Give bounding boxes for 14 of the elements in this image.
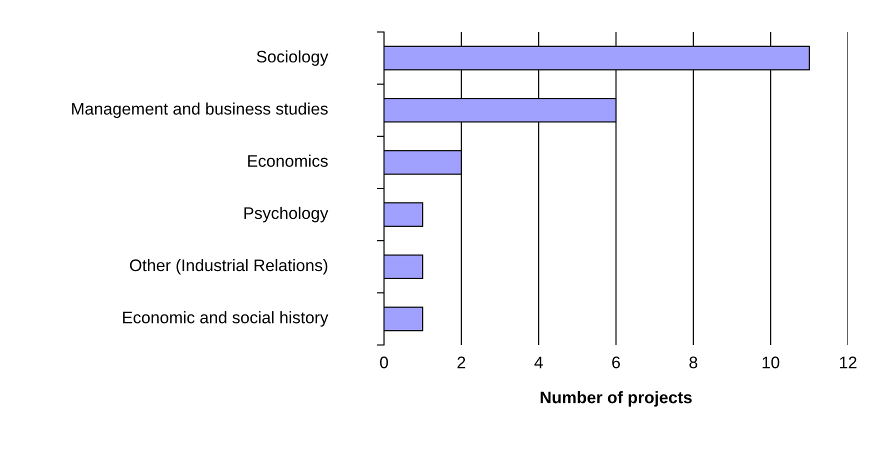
y-tick-label: Other (Industrial Relations): [130, 258, 328, 275]
x-tick-label: 6: [612, 356, 620, 368]
y-tick-label: Economics: [248, 154, 328, 167]
x-tick-label: 12: [840, 356, 856, 368]
x-tick-label: 0: [380, 356, 388, 368]
y-tick-label: Psychology: [244, 206, 328, 222]
y-tick-label: Economic and social history: [123, 311, 328, 327]
x-tick-label: 10: [762, 356, 780, 368]
x-axis-title: Number of projects: [540, 391, 692, 407]
y-tick-label: Sociology: [256, 50, 328, 66]
x-tick-label: 2: [458, 356, 466, 368]
x-tick-label: 8: [689, 356, 698, 368]
y-tick-label: Management and business studies: [72, 102, 328, 118]
x-tick-label: 4: [534, 356, 543, 368]
